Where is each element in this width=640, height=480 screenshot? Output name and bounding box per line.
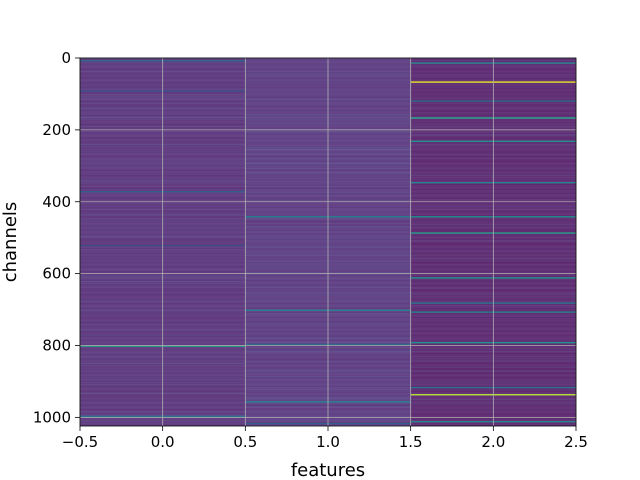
x-tick-label: 0.5 [233,433,257,451]
y-axis-label: channels [0,202,21,283]
x-tick-label: 0.0 [151,433,175,451]
x-tick-label: 1.5 [399,433,423,451]
y-tick-label: 1000 [33,408,71,426]
x-axis-label: features [291,460,365,480]
y-tick-label: 200 [42,121,71,139]
x-tick-label: −0.5 [62,433,98,451]
y-tick-label: 800 [42,337,71,355]
x-axis: −0.5 0.0 0.5 1.0 1.5 2.0 2.5 [62,426,588,451]
y-tick-label: 0 [61,49,71,67]
y-axis: 0 200 400 600 800 1000 [33,49,80,426]
x-tick-label: 2.0 [481,433,505,451]
y-tick-label: 400 [42,193,71,211]
x-tick-label: 2.5 [564,433,588,451]
y-tick-label: 600 [42,265,71,283]
x-tick-label: 1.0 [316,433,340,451]
